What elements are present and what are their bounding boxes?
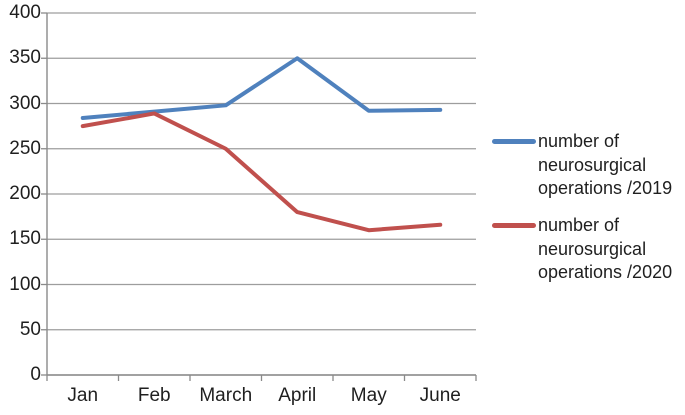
y-tick-label: 400 — [9, 2, 41, 23]
legend-line-sample-2020 — [492, 223, 536, 228]
series-line-2020 — [80, 111, 443, 233]
y-tick-label: 200 — [9, 183, 41, 204]
y-tick-label: 50 — [19, 318, 41, 340]
legend-item-2019: number of neurosurgical operations /2019 — [492, 130, 684, 201]
x-tick-label: June — [419, 385, 461, 406]
x-tick-label: March — [199, 385, 253, 406]
y-tick-label: 100 — [9, 273, 41, 295]
legend-line-sample-2019 — [492, 139, 536, 144]
legend-label-2019: number of neurosurgical operations /2019 — [538, 131, 673, 198]
y-tick-label: 0 — [30, 364, 41, 385]
legend-label-2020: number of neurosurgical operations /2020 — [538, 215, 673, 282]
y-tick-label: 250 — [9, 137, 41, 159]
series-line-2019 — [80, 56, 443, 120]
x-tick-label: Feb — [137, 385, 171, 406]
y-tick-label: 150 — [9, 228, 41, 250]
y-tick-label: 350 — [9, 47, 41, 69]
y-tick-label: 300 — [9, 92, 41, 114]
x-tick-label: May — [350, 385, 387, 406]
x-tick-label: April — [278, 385, 317, 406]
legend-item-2020: number of neurosurgical operations /2020 — [492, 214, 684, 285]
x-tick-label: Jan — [67, 385, 99, 406]
